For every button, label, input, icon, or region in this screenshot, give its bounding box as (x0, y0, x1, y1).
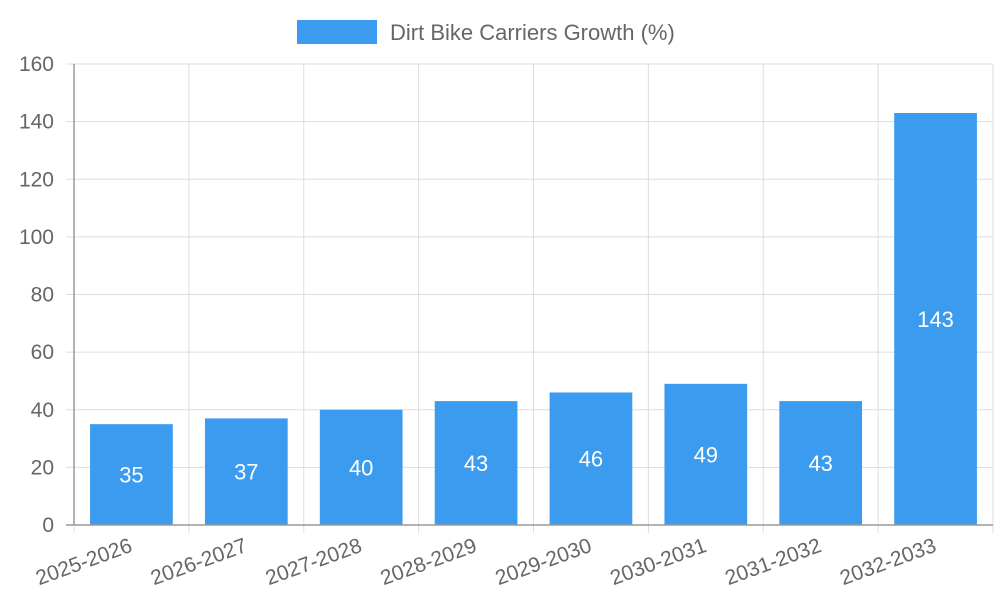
x-tick-label: 2026-2027 (148, 534, 250, 590)
y-tick-label: 160 (19, 53, 54, 76)
data-label: 43 (464, 451, 488, 476)
y-tick-label: 80 (31, 284, 54, 307)
bar[interactable] (204, 418, 288, 525)
y-tick-label: 120 (19, 168, 54, 191)
bar[interactable] (90, 424, 173, 525)
legend-swatch (297, 20, 377, 44)
data-label: 35 (119, 463, 143, 488)
gridlines (66, 63, 994, 533)
bar[interactable] (779, 401, 863, 525)
data-label: 43 (808, 451, 832, 476)
data-label: 46 (579, 447, 603, 472)
x-tick-label: 2028-2029 (378, 534, 480, 590)
data-label: 40 (349, 455, 373, 480)
legend-label: Dirt Bike Carriers Growth (%) (390, 20, 675, 45)
bar[interactable] (434, 401, 518, 525)
y-tick-label: 60 (31, 341, 54, 364)
bar-series (90, 112, 977, 525)
x-axis-ticks: 2025-2026 2026-2027 2027-2028 2028-2029 2029… (33, 534, 939, 590)
y-tick-label: 40 (31, 399, 54, 422)
x-tick-label: 2032-2033 (837, 534, 939, 590)
axes (66, 64, 993, 526)
x-tick-label: 2027-2028 (263, 534, 365, 590)
x-tick-label: 2029-2030 (492, 534, 594, 590)
y-tick-label: 140 (19, 111, 54, 134)
bar[interactable] (549, 392, 633, 525)
bar[interactable] (319, 409, 403, 525)
x-tick-label: 2025-2026 (33, 534, 135, 590)
x-tick-label: 2031-2032 (722, 534, 824, 590)
bar[interactable] (664, 383, 748, 525)
y-tick-label: 0 (42, 514, 54, 537)
y-tick-label: 100 (19, 226, 54, 249)
data-label: 49 (694, 442, 718, 467)
bar[interactable] (894, 112, 977, 525)
data-label: 37 (234, 460, 258, 485)
y-axis-ticks: 0 20 40 60 80 100 120 140 160 (19, 53, 54, 537)
x-tick-label: 2030-2031 (607, 534, 709, 590)
legend[interactable]: Dirt Bike Carriers Growth (%) (297, 20, 675, 45)
y-tick-label: 20 (31, 456, 54, 479)
data-label: 143 (917, 307, 954, 332)
data-labels: 35 37 40 43 46 49 43 143 (119, 307, 954, 488)
